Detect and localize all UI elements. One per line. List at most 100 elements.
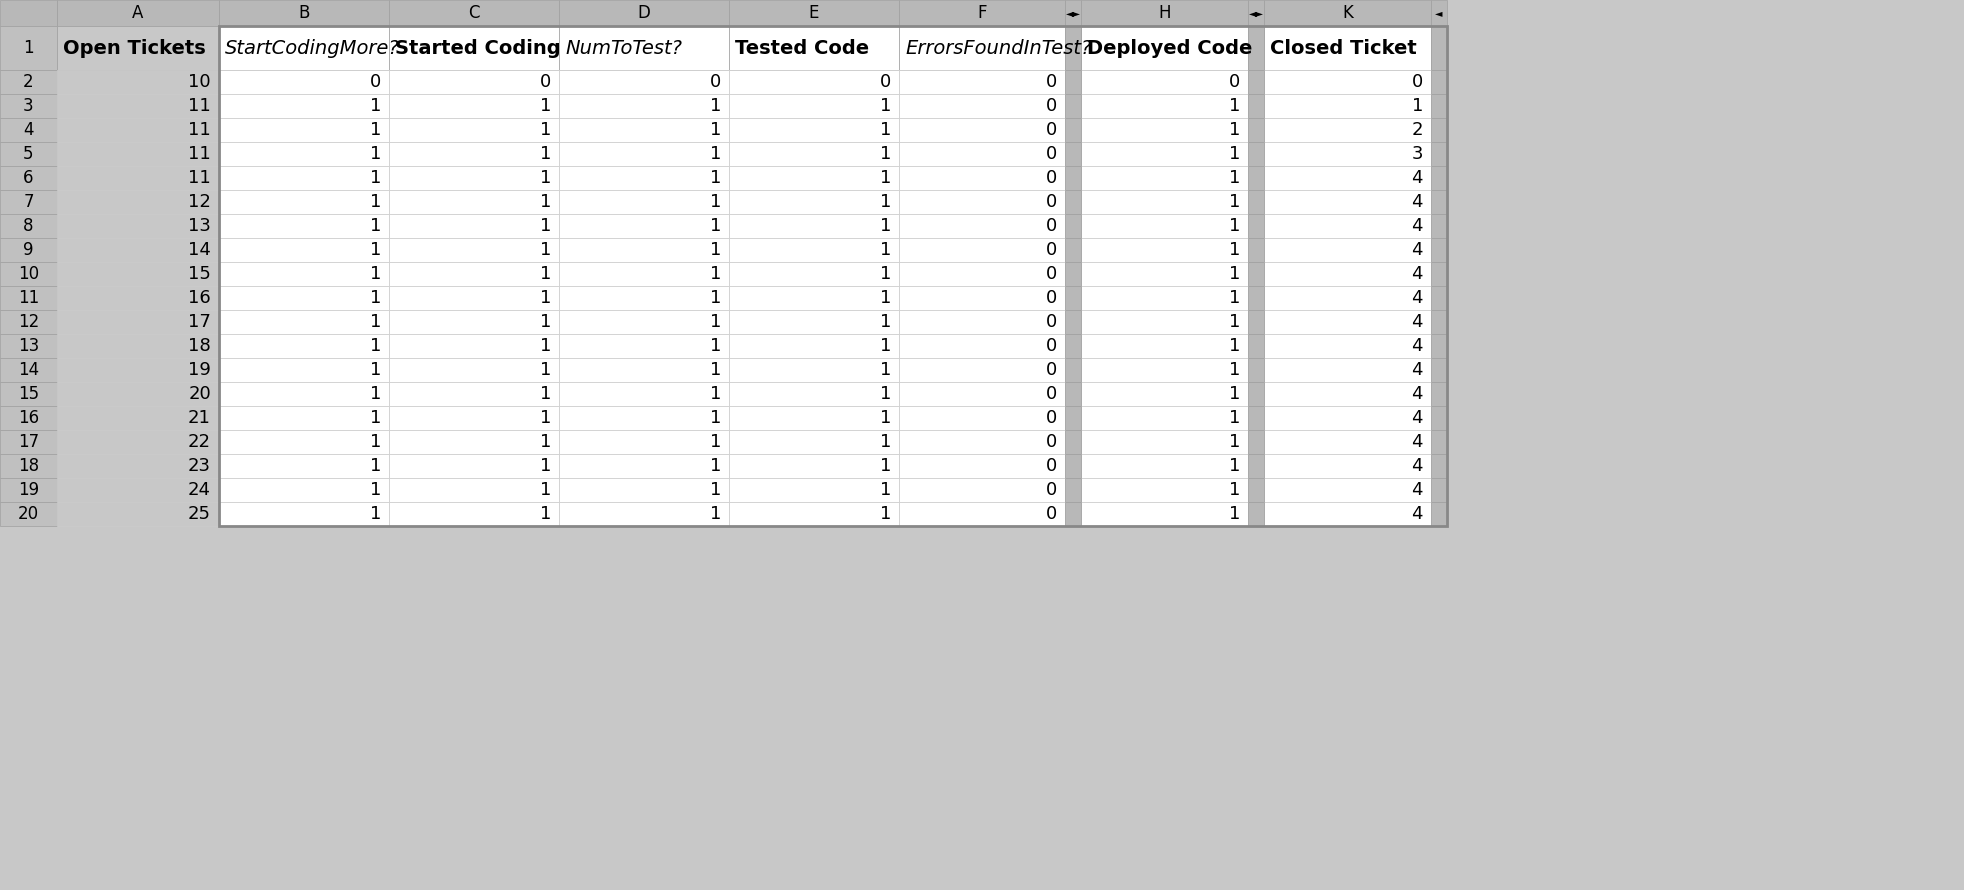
Bar xyxy=(220,70,389,94)
Bar xyxy=(57,334,220,358)
Text: 1: 1 xyxy=(880,433,892,451)
Text: 8: 8 xyxy=(24,217,33,235)
Bar xyxy=(1064,214,1080,238)
Text: 25: 25 xyxy=(189,505,210,523)
Bar xyxy=(1247,214,1265,238)
Bar xyxy=(1247,238,1265,262)
Text: 1: 1 xyxy=(1229,97,1239,115)
Text: 0: 0 xyxy=(880,73,892,91)
Text: 1: 1 xyxy=(540,433,552,451)
Bar xyxy=(1064,94,1080,118)
Bar xyxy=(1064,382,1080,406)
Bar xyxy=(57,26,220,70)
Bar xyxy=(900,358,1064,382)
Text: 1: 1 xyxy=(1229,505,1239,523)
Text: Closed Ticket: Closed Ticket xyxy=(1271,38,1416,58)
Bar xyxy=(560,166,729,190)
Bar xyxy=(900,286,1064,310)
Bar xyxy=(57,382,220,406)
Bar xyxy=(1265,382,1432,406)
Bar xyxy=(220,406,389,430)
Bar xyxy=(900,214,1064,238)
Text: 0: 0 xyxy=(369,73,381,91)
Bar xyxy=(57,94,220,118)
Bar xyxy=(1432,94,1447,118)
Bar xyxy=(57,478,220,502)
Bar xyxy=(1247,454,1265,478)
Bar xyxy=(560,142,729,166)
Bar xyxy=(729,478,900,502)
Text: 24: 24 xyxy=(189,481,210,499)
Text: 0: 0 xyxy=(1045,241,1057,259)
Text: 1: 1 xyxy=(369,385,381,403)
Text: 1: 1 xyxy=(1229,433,1239,451)
Bar xyxy=(900,262,1064,286)
Text: 4: 4 xyxy=(1412,505,1424,523)
Bar xyxy=(389,142,560,166)
Bar xyxy=(220,334,389,358)
Bar xyxy=(389,94,560,118)
Bar xyxy=(389,0,560,26)
Text: 4: 4 xyxy=(24,121,33,139)
Bar xyxy=(560,94,729,118)
Bar xyxy=(220,310,389,334)
Text: ◄►: ◄► xyxy=(1249,8,1263,18)
Text: 1: 1 xyxy=(1229,361,1239,379)
Bar xyxy=(389,190,560,214)
Text: 1: 1 xyxy=(1229,145,1239,163)
Text: 1: 1 xyxy=(369,337,381,355)
Text: 1: 1 xyxy=(1229,217,1239,235)
Text: 1: 1 xyxy=(540,121,552,139)
Bar xyxy=(900,166,1064,190)
Text: ◄: ◄ xyxy=(1436,8,1444,18)
Bar xyxy=(389,454,560,478)
Bar xyxy=(0,286,57,310)
Bar xyxy=(1247,190,1265,214)
Text: 1: 1 xyxy=(880,481,892,499)
Bar xyxy=(900,70,1064,94)
Bar xyxy=(220,238,389,262)
Text: 1: 1 xyxy=(1229,313,1239,331)
Text: 5: 5 xyxy=(24,145,33,163)
Text: 0: 0 xyxy=(1045,193,1057,211)
Text: 1: 1 xyxy=(1229,193,1239,211)
Bar xyxy=(57,118,220,142)
Bar xyxy=(57,358,220,382)
Text: 4: 4 xyxy=(1412,169,1424,187)
Text: 1: 1 xyxy=(709,409,721,427)
Text: 0: 0 xyxy=(540,73,552,91)
Bar xyxy=(1432,70,1447,94)
Bar xyxy=(729,262,900,286)
Bar xyxy=(1432,478,1447,502)
Text: 1: 1 xyxy=(369,409,381,427)
Bar xyxy=(729,0,900,26)
Text: 1: 1 xyxy=(369,265,381,283)
Bar xyxy=(1265,358,1432,382)
Bar xyxy=(57,262,220,286)
Text: K: K xyxy=(1341,4,1353,22)
Bar xyxy=(1080,310,1247,334)
Bar xyxy=(1064,502,1080,526)
Bar xyxy=(560,310,729,334)
Bar xyxy=(389,334,560,358)
Text: 1: 1 xyxy=(24,39,33,57)
Bar xyxy=(1080,166,1247,190)
Text: 1: 1 xyxy=(540,265,552,283)
Text: 1: 1 xyxy=(709,313,721,331)
Bar xyxy=(1432,286,1447,310)
Bar xyxy=(1247,382,1265,406)
Bar xyxy=(560,0,729,26)
Bar xyxy=(1064,454,1080,478)
Text: 1: 1 xyxy=(880,241,892,259)
Text: 0: 0 xyxy=(1045,217,1057,235)
Bar xyxy=(1265,334,1432,358)
Bar xyxy=(560,262,729,286)
Bar xyxy=(729,26,900,70)
Bar xyxy=(0,238,57,262)
Bar xyxy=(560,190,729,214)
Bar xyxy=(1080,26,1247,70)
Text: 22: 22 xyxy=(189,433,210,451)
Bar xyxy=(560,26,729,70)
Bar xyxy=(1080,118,1247,142)
Text: 0: 0 xyxy=(1045,145,1057,163)
